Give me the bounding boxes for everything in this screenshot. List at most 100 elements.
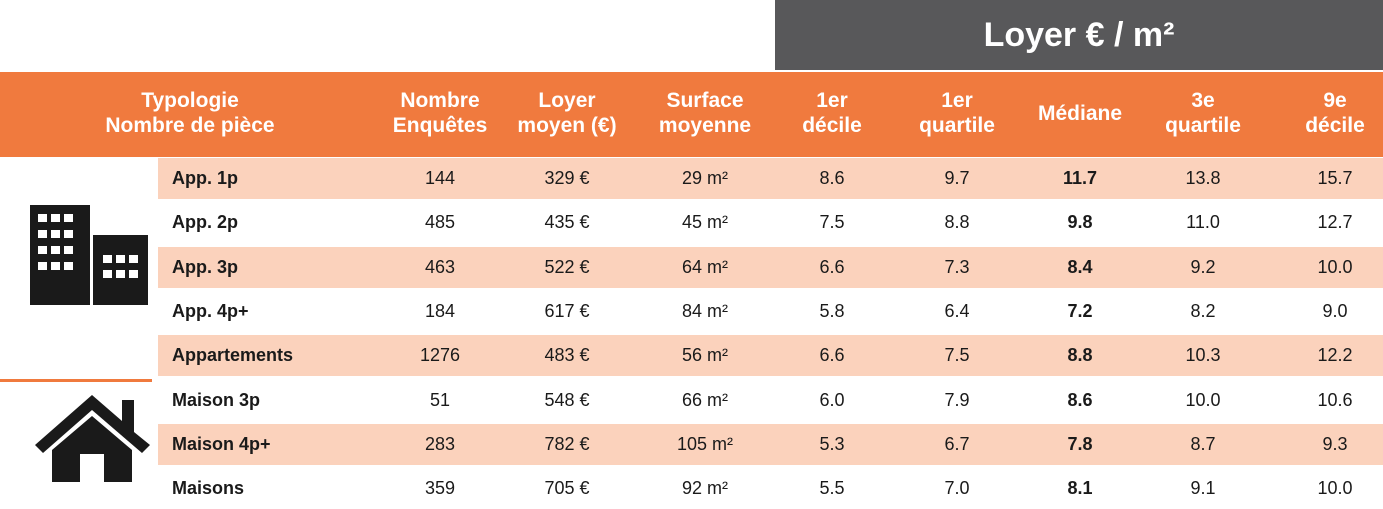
column-header-line: Enquêtes [392,114,488,137]
table-cell: 45 m² [681,212,728,233]
column-header-line: 1er [816,89,848,112]
table-cell: 522 € [544,256,590,277]
table-cell: 7.8 [1067,433,1093,454]
table-cell: 184 [424,300,456,321]
column-header-line: décile [1305,114,1365,137]
column-header: Loyer moyen (€) [512,72,622,154]
table-cell: 548 € [544,389,590,410]
table-row: App. 1p 144 329 € 29 m² 8.6 9.7 11.7 13.8 15.7 [158,158,1383,199]
table-cell: 8.6 [819,168,845,188]
table-row: App. 3p 463 522 € 64 m² 6.6 7.3 8.4 9.2 10.0 [158,246,1383,288]
table-cell: 15.7 [1317,168,1353,188]
table-cell: 7.9 [944,389,970,410]
row-label: Maisons [172,478,245,499]
column-header-line: Typologie [141,89,239,112]
header-title: Loyer € / m² [775,0,1383,70]
table-cell: 782 € [544,433,590,454]
column-header-line: moyenne [658,114,752,137]
table-cell: 84 m² [681,300,728,321]
table-cell: 10.6 [1317,389,1353,410]
table-cell: 9.8 [1067,212,1093,233]
table-cell: 8.7 [1190,433,1216,454]
column-header-line: moyen (€) [517,114,617,137]
table-row: App. 2p 485 435 € 45 m² 7.5 8.8 9.8 11.0 12.7 [158,202,1383,243]
table-cell: 617 € [544,300,590,321]
column-header: 1er quartile [892,72,1022,154]
table-row: Maison 4p+ 283 782 € 105 m² 5.3 6.7 7.8 8.7 9.3 [158,423,1383,465]
table-cell: 12.7 [1317,212,1353,233]
table-cell: 7.0 [944,478,970,499]
table-cell: 463 [424,256,456,277]
table-cell: 6.6 [819,256,845,277]
table-cell: 13.8 [1185,168,1221,188]
house-icon [35,395,150,482]
table-cell: 8.6 [1067,389,1093,410]
table-cell: 329 € [544,168,590,188]
column-header: 3e quartile [1143,72,1263,154]
column-header-line: décile [802,114,862,137]
table-cell: 66 m² [681,389,728,410]
table-cell: 9.3 [1322,433,1348,454]
table-cell: 5.5 [819,478,845,499]
table-cell: 6.7 [944,433,970,454]
table-cell: 92 m² [681,478,728,499]
table-cell: 10.0 [1185,389,1221,410]
table-cell: 5.3 [819,433,845,454]
row-label: App. 4p+ [172,300,249,321]
table-cell: 29 m² [681,168,728,188]
column-header-line: 1er [941,89,973,112]
table-cell: 9.1 [1190,478,1216,499]
table-cell: 6.4 [944,300,970,321]
table-cell: 64 m² [681,256,728,277]
row-label: Maison 4p+ [172,433,271,454]
table-cell: 5.8 [819,300,845,321]
table-cell: 7.3 [944,256,970,277]
column-header-line: Nombre [400,89,480,112]
table-cell: 705 € [544,478,590,499]
table-cell: 483 € [544,345,590,366]
table-cell: 7.5 [944,345,970,366]
table-cell: 8.1 [1067,478,1093,499]
column-header-line: 3e [1191,89,1215,112]
table-cell: 10.0 [1317,478,1353,499]
separator [0,379,152,382]
row-label: App. 1p [172,168,238,188]
table-cell: 8.8 [944,212,970,233]
table-cell: 11.0 [1186,212,1220,233]
column-header: Typologie Nombre de pièce [40,72,340,154]
table-cell: 7.5 [819,212,845,233]
building-icon [30,205,148,305]
separator [0,154,1383,157]
table-cell: 51 [429,389,451,410]
table-cell: 9.0 [1322,300,1348,321]
row-label: App. 3p [172,256,238,277]
column-header-line: Médiane [1037,101,1123,125]
table-cell: 6.0 [819,389,845,410]
column-header-line: 9e [1323,89,1347,112]
table-cell: 7.2 [1067,300,1093,321]
table-cell: 359 [424,478,456,499]
table-cell: 12.2 [1317,345,1353,366]
table-cell: 56 m² [681,345,728,366]
table-cell: 8.4 [1067,256,1093,277]
table-cell: 485 [424,212,456,233]
table-cell: 9.7 [944,168,970,188]
row-label: Maison 3p [172,389,261,410]
table-cell: 1276 [419,345,461,366]
table-cell: 8.2 [1190,300,1216,321]
table-cell: 105 m² [676,433,734,454]
table-row: Appartements 1276 483 € 56 m² 6.6 7.5 8.8 10.3 1… [158,335,1383,377]
table-row: App. 4p+ 184 617 € 84 m² 5.8 6.4 7.2 8.2 9.0 [158,291,1383,332]
table-cell: 10.3 [1185,345,1221,366]
table-cell: 435 € [544,212,590,233]
column-header-line: Surface [666,89,744,112]
table-row: Maisons 359 705 € 92 m² 5.5 7.0 8.1 9.1 10.0 [158,468,1383,509]
column-header: Nombre Enquêtes [380,72,500,154]
row-label: App. 2p [172,212,238,233]
column-header-line: Loyer [538,89,596,112]
table-cell: 283 [424,433,456,454]
table-cell: 9.2 [1190,256,1216,277]
table-cell: 6.6 [819,345,845,366]
column-header: 1er décile [772,72,892,154]
